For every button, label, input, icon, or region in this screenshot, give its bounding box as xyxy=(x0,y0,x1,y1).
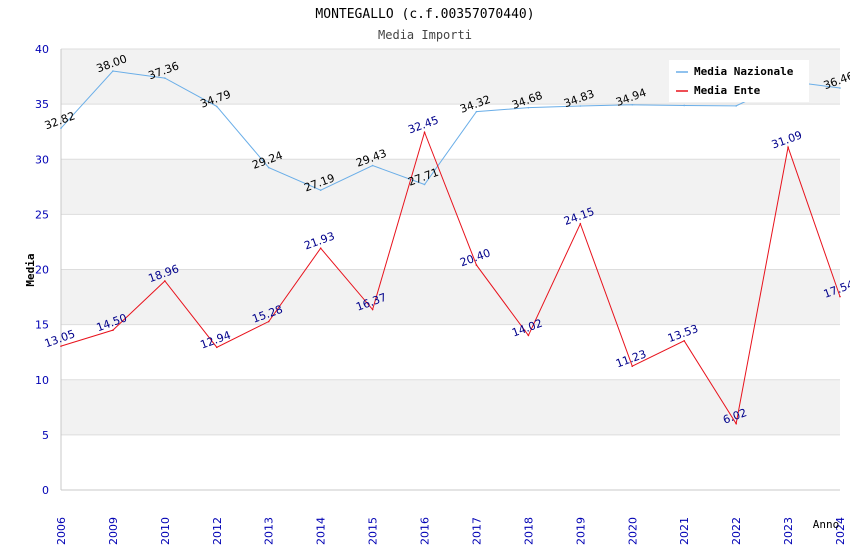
data-point xyxy=(112,70,114,72)
data-point xyxy=(216,346,218,349)
data-point xyxy=(579,105,582,107)
y-tick-label: 15 xyxy=(35,319,49,332)
data-label: 31.09 xyxy=(770,128,804,151)
data-point xyxy=(839,295,841,298)
data-point xyxy=(60,127,62,129)
data-point xyxy=(839,87,841,89)
x-tick-labels: 2006 2009 2010 2012 2013 2014 2015 2016 2017 2018… xyxy=(55,517,847,545)
y-tick-label: 35 xyxy=(35,98,49,111)
data-point xyxy=(423,131,426,134)
x-tick-label: 2006 xyxy=(55,517,68,545)
x-tick-label: 2014 xyxy=(315,517,328,545)
y-tick-label: 20 xyxy=(35,264,49,277)
series-line-nazionale xyxy=(60,70,841,191)
data-point xyxy=(164,280,166,282)
data-point xyxy=(267,166,270,169)
y-tick-label: 5 xyxy=(42,429,49,442)
data-point xyxy=(371,308,374,311)
x-tick-label: 2017 xyxy=(470,517,483,545)
y-tick-labels: 0 5 10 15 20 25 30 35 40 xyxy=(35,43,49,497)
x-tick-label: 2022 xyxy=(730,517,743,545)
data-point xyxy=(475,110,478,113)
x-tick-label: 2023 xyxy=(782,517,795,545)
data-label: 21.93 xyxy=(302,229,336,252)
x-tick-label: 2018 xyxy=(522,517,535,545)
grid-lines xyxy=(61,48,840,491)
chart-subtitle: Media Importi xyxy=(378,28,472,42)
data-label: 11.23 xyxy=(614,347,648,370)
band xyxy=(61,269,840,325)
data-point xyxy=(787,146,789,149)
x-tick-label: 2024 xyxy=(834,517,847,545)
data-point xyxy=(735,105,737,107)
data-point xyxy=(631,365,634,367)
x-axis-label: Anno xyxy=(813,518,840,531)
x-tick-label: 2016 xyxy=(419,517,432,545)
axes xyxy=(60,49,840,491)
data-label: 12.94 xyxy=(199,329,233,352)
legend-box xyxy=(669,60,809,102)
band xyxy=(61,379,840,435)
data-point xyxy=(216,105,218,108)
series-lines xyxy=(60,70,841,425)
x-tick-label: 2021 xyxy=(678,517,691,545)
data-point xyxy=(267,320,270,323)
x-tick-label: 2013 xyxy=(263,517,276,545)
data-point xyxy=(735,422,737,425)
x-tick-label: 2019 xyxy=(574,517,587,545)
band xyxy=(61,159,840,215)
y-tick-label: 0 xyxy=(42,484,49,497)
data-point xyxy=(527,334,530,337)
data-point xyxy=(631,103,634,106)
legend-label-ente: Media Ente xyxy=(694,84,761,97)
chart-title: MONTEGALLO (c.f.00357070440) xyxy=(315,7,534,22)
data-point xyxy=(319,247,322,250)
data-point xyxy=(319,189,322,192)
data-label: 32.45 xyxy=(406,113,440,136)
data-point xyxy=(112,329,114,331)
data-point xyxy=(683,104,685,107)
background-bands xyxy=(61,49,840,435)
data-point xyxy=(579,222,582,225)
data-label: 32.82 xyxy=(43,109,77,132)
data-label: 20.40 xyxy=(458,246,492,269)
series-line-ente xyxy=(60,130,841,425)
data-point xyxy=(527,106,530,109)
data-point xyxy=(683,340,685,342)
x-tick-label: 2020 xyxy=(626,517,639,545)
x-tick-label: 2009 xyxy=(107,517,120,545)
x-tick-label: 2010 xyxy=(159,517,172,545)
data-point xyxy=(164,77,166,79)
data-point xyxy=(475,264,478,266)
y-tick-label: 30 xyxy=(35,153,49,166)
data-point xyxy=(60,345,62,347)
y-tick-label: 10 xyxy=(35,374,49,387)
legend: Media Nazionale Media Ente xyxy=(669,60,809,102)
data-point xyxy=(423,183,426,186)
y-tick-label: 25 xyxy=(35,208,49,221)
legend-label-nazionale: Media Nazionale xyxy=(694,65,794,78)
y-axis-label: Media xyxy=(24,253,37,286)
data-point xyxy=(371,164,374,167)
x-tick-label: 2015 xyxy=(367,517,380,545)
x-tick-label: 2012 xyxy=(211,517,224,545)
y-tick-label: 40 xyxy=(35,43,49,56)
